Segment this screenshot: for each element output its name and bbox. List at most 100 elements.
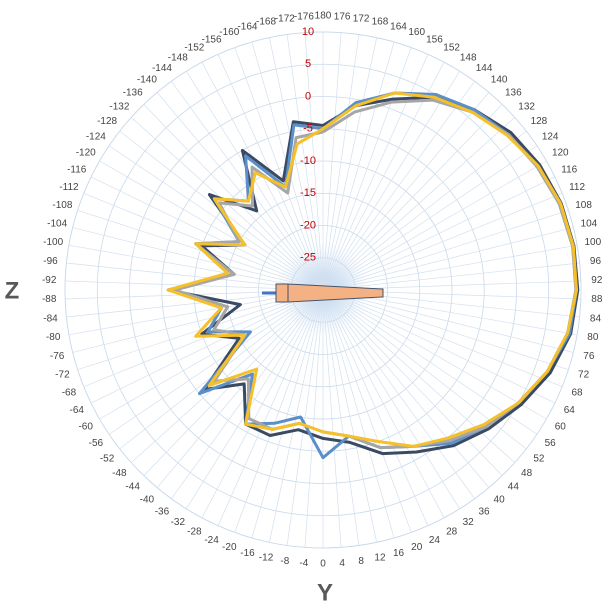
grid-spoke (322, 262, 580, 291)
grid-spoke (185, 289, 324, 509)
theta-tick-label: 160 (408, 27, 425, 38)
theta-tick-label: -4 (299, 558, 308, 569)
grid-spoke (322, 41, 395, 291)
theta-tick-label: 44 (508, 482, 520, 493)
theta-tick-label: -80 (46, 332, 61, 343)
grid-spoke (322, 289, 395, 539)
theta-tick-label: 148 (460, 52, 477, 63)
theta-tick-label: -116 (67, 165, 87, 176)
theta-tick-label: -52 (100, 453, 115, 464)
theta-tick-label: -168 (256, 17, 276, 28)
grid-spoke (322, 209, 569, 291)
grid-spoke (322, 92, 490, 291)
theta-tick-label: -156 (202, 34, 222, 45)
theta-tick-label: -124 (86, 131, 106, 142)
grid-spoke (234, 289, 324, 533)
grid-spoke (72, 227, 324, 291)
theta-tick-label: -44 (125, 482, 140, 493)
theta-tick-label: 180 (315, 11, 332, 22)
grid-spoke (322, 176, 556, 291)
grid-spoke (322, 227, 574, 291)
theta-tick-label: -76 (50, 351, 65, 362)
theta-tick-label: 48 (521, 468, 533, 479)
r-tick-label: 5 (305, 58, 311, 70)
grid-spoke (269, 37, 324, 291)
grid-spoke (322, 289, 515, 463)
grid-spoke (131, 289, 324, 463)
grid-spoke (322, 289, 563, 387)
grid-spoke (99, 289, 324, 420)
theta-tick-label: 32 (463, 517, 475, 528)
theta-tick-label: 128 (531, 116, 548, 127)
grid-spoke (286, 289, 324, 546)
r-tick-label: 0 (305, 90, 311, 102)
theta-tick-label: 112 (569, 182, 585, 193)
theta-tick-label: 40 (494, 495, 506, 506)
theta-tick-label: 152 (443, 43, 460, 54)
theta-tick-label: -112 (59, 182, 79, 193)
grid-spoke (322, 160, 547, 291)
theta-tick-label: -92 (42, 275, 57, 286)
theta-tick-label: 28 (446, 527, 458, 538)
theta-tick-label: -132 (109, 101, 129, 112)
grid-spoke (83, 289, 324, 387)
bottom-axis-label: Y (317, 579, 333, 606)
grid-spoke (322, 34, 360, 291)
theta-tick-label: 88 (591, 294, 603, 305)
theta-tick-label: 172 (353, 13, 370, 24)
theta-tick-label: -144 (152, 63, 172, 74)
grid-spoke (322, 117, 515, 291)
theta-tick-label: 116 (561, 165, 577, 176)
theta-tick-label: -56 (89, 438, 104, 449)
grid-spoke (322, 193, 563, 291)
theta-tick-label: 156 (426, 34, 443, 45)
grid-spoke (322, 47, 412, 291)
grid-spoke (322, 289, 360, 546)
theta-tick-label: 132 (518, 101, 535, 112)
theta-tick-label: 16 (393, 548, 405, 559)
grid-spoke (269, 289, 324, 543)
grid-spoke (322, 32, 342, 291)
r-tick-label: -15 (300, 187, 316, 199)
grid-spoke (286, 34, 324, 291)
theta-tick-label: 60 (555, 422, 567, 433)
theta-tick-label: 56 (545, 438, 557, 449)
grid-spoke (322, 289, 556, 404)
grid-spoke (322, 289, 569, 371)
theta-tick-label: -8 (280, 556, 289, 567)
theta-tick-label: -72 (55, 369, 70, 380)
grid-spoke (108, 289, 324, 435)
theta-tick-label: -40 (140, 495, 155, 506)
grid-spoke (322, 289, 412, 533)
theta-tick-label: -148 (168, 52, 188, 63)
grid-spoke (90, 176, 324, 291)
grid-spoke (322, 130, 527, 291)
grid-spoke (217, 289, 324, 526)
lines (166, 91, 580, 460)
theta-tick-label: -176 (294, 11, 314, 22)
grid-spoke (251, 289, 324, 539)
theta-tick-label: -104 (47, 218, 67, 229)
theta-tick-label: 108 (575, 200, 592, 211)
grid-spoke (322, 289, 547, 420)
grid-spoke (322, 289, 475, 499)
grid-spoke (322, 289, 461, 509)
theta-tick-label: -96 (43, 256, 58, 267)
theta-tick-label: 92 (591, 275, 603, 286)
theta-tick-label: -48 (112, 468, 127, 479)
theta-tick-label: 76 (583, 351, 595, 362)
theta-tick-label: -20 (222, 542, 237, 553)
grid-spoke (304, 289, 324, 548)
grid-spoke (322, 244, 578, 291)
grid-spoke (322, 289, 503, 476)
series-line (166, 91, 578, 448)
theta-tick-label: 8 (358, 556, 364, 567)
theta-tick-label: 12 (374, 553, 386, 564)
theta-tick-label: 0 (320, 559, 326, 570)
theta-tick-label: -108 (52, 200, 72, 211)
grid-spoke (322, 145, 538, 291)
theta-tick-label: 68 (571, 387, 583, 398)
theta-tick-label: -28 (187, 527, 202, 538)
r-tick-label: -20 (300, 219, 316, 231)
